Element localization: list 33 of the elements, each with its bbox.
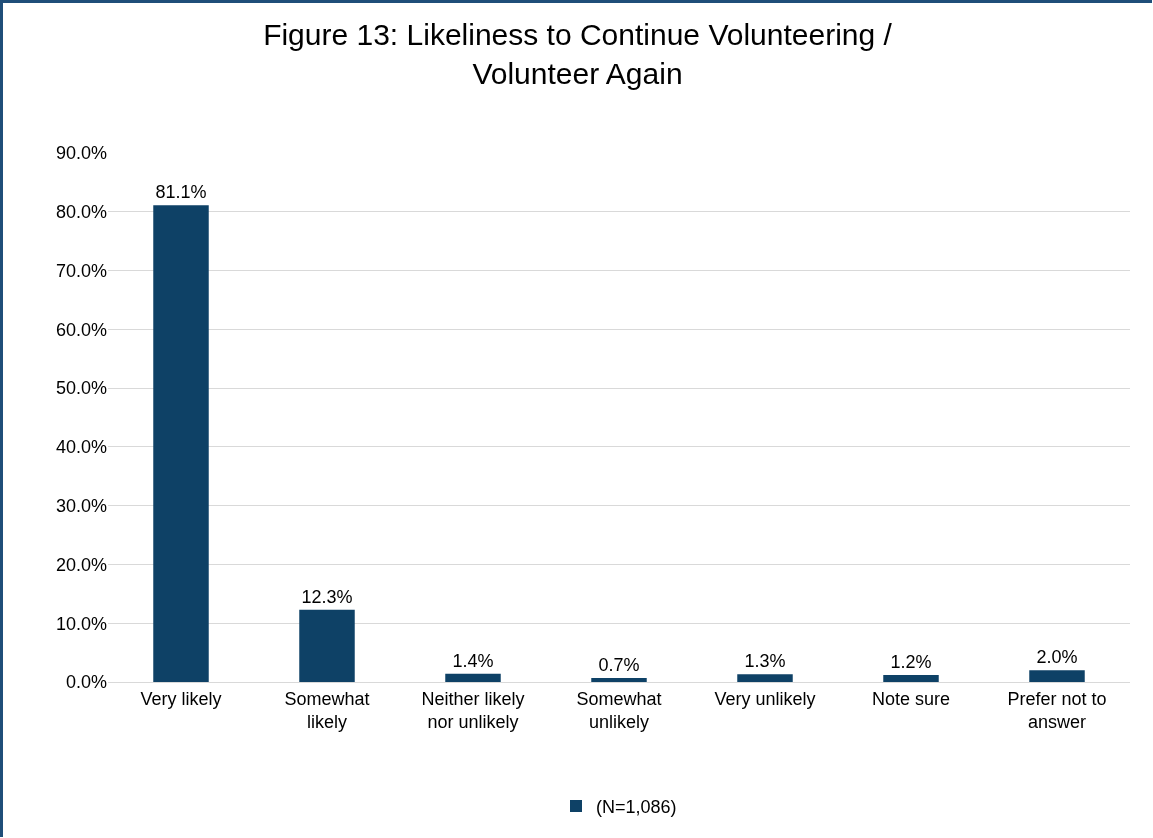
x-tick-label: Note sure	[871, 688, 951, 709]
y-tick-label: 90.0%	[55, 143, 107, 164]
x-tick-label: Neither likely nor unlikely	[421, 688, 525, 732]
bar	[591, 677, 647, 682]
x-tick-label: Prefer not to answer	[1007, 688, 1107, 732]
bar	[1029, 670, 1085, 682]
x-tick-label: Very likely	[140, 688, 222, 709]
x-tick-label: Very unlikely	[714, 688, 816, 709]
data-label: 2.0%	[1036, 647, 1078, 668]
data-label: 12.3%	[301, 586, 353, 607]
bar	[153, 205, 209, 682]
data-label: 1.4%	[452, 650, 494, 671]
y-tick-label: 20.0%	[55, 554, 107, 575]
y-tick-label: 40.0%	[55, 437, 107, 458]
bar	[883, 674, 939, 682]
y-tick-label: 60.0%	[55, 319, 107, 340]
data-label: 1.2%	[890, 651, 932, 672]
y-tick-label: 30.0%	[55, 495, 107, 516]
bar	[445, 673, 501, 682]
data-label: 81.1%	[155, 182, 207, 203]
y-tick-label: 80.0%	[55, 202, 107, 223]
bar	[299, 609, 355, 682]
data-label: 1.3%	[744, 651, 786, 672]
x-tick-label: Somewhat likely	[284, 688, 370, 732]
chart-title: Figure 13: Likeliness to Continue Volunteering / Volunteer Again	[263, 17, 893, 90]
x-tick-label: Somewhat unlikely	[576, 688, 662, 732]
bar	[737, 674, 793, 682]
data-label: 0.7%	[598, 654, 640, 675]
y-tick-label: 0.0%	[65, 672, 107, 693]
y-tick-label: 50.0%	[55, 378, 107, 399]
legend-label: (N=1,086)	[596, 797, 677, 818]
y-tick-label: 70.0%	[55, 260, 107, 281]
y-tick-label: 10.0%	[55, 613, 107, 634]
